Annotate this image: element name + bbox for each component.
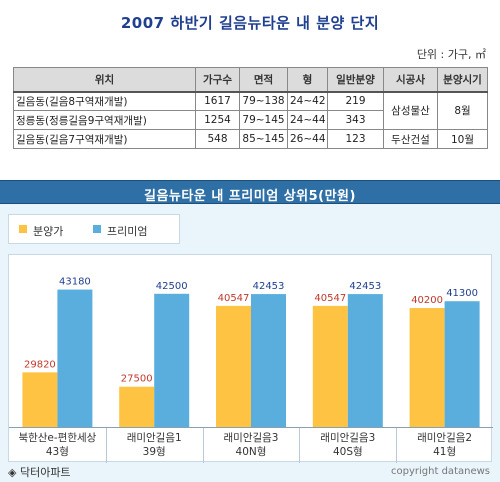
bar-sale-price: [22, 372, 58, 427]
cell-area: 79~138: [239, 90, 288, 111]
bar-sale-price: [216, 305, 251, 427]
bar-sale-price: [119, 386, 155, 427]
page-title: 2007 하반기 길음뉴타운 내 분양 단지: [120, 14, 380, 32]
data-label-sale-price: 27500: [121, 374, 153, 385]
data-label-premium: 42453: [349, 281, 381, 292]
bar-premium: [251, 294, 286, 427]
unit-note: 단위 : 가구, ㎡: [416, 48, 486, 61]
legend-label-premium: 프리미엄: [107, 225, 148, 238]
bar-sale-price: [312, 305, 348, 427]
cell-sale-timing: 8월: [437, 90, 488, 130]
complex-table: 위치 가구수 면적 형 일반분양 시공사 분양시기 길음동(길음8구역재개발) …: [13, 67, 488, 149]
category-label: 래미안길음2: [417, 431, 472, 444]
category-label: 북한산e-편한세상: [18, 431, 96, 444]
cell-households: 548: [195, 129, 240, 149]
cell-builder: 두산건설: [383, 129, 438, 149]
cell-type: 24~44: [287, 110, 328, 130]
cell-area: 85~145: [239, 129, 288, 149]
category-sublabel: 41형: [433, 446, 456, 458]
data-label-sale-price: 29820: [24, 359, 56, 370]
bar-premium: [154, 293, 190, 427]
table-row: 정릉동(정릉길음9구역재개발) 1254 79~145 24~44 343: [13, 110, 488, 130]
cell-location: 정릉동(정릉길음9구역재개발): [13, 110, 196, 130]
legend-swatch-sale-price: [19, 225, 27, 233]
data-label-premium: 43180: [59, 277, 91, 288]
bar-chart: 29820 43180 북한산e-편한세상 43형 27500 42500 래미안길음1 39…: [9, 277, 493, 463]
col-header-general-sale: 일반분양: [327, 67, 384, 92]
cell-households: 1617: [195, 90, 240, 111]
legend-swatch-premium: [93, 225, 101, 233]
col-header-location: 위치: [13, 67, 196, 92]
chart-banner: 길음뉴타운 내 프리미엄 상위5(만원): [0, 180, 500, 204]
cell-sale-timing: 10월: [437, 129, 488, 149]
cell-general-sale: 123: [327, 129, 384, 149]
bar-sale-price: [409, 308, 445, 427]
category-label: 래미안길음3: [320, 431, 375, 444]
bar-premium: [444, 301, 480, 427]
cell-general-sale: 219: [327, 90, 384, 111]
table-row: 길음동(길음7구역재개발) 548 85~145 26~44 123 두산건설 …: [13, 129, 488, 149]
legend-label-sale-price: 분양가: [33, 225, 64, 238]
data-label-premium: 42500: [156, 281, 188, 292]
col-header-sale-timing: 분양시기: [437, 67, 488, 92]
category-sublabel: 39형: [143, 446, 166, 458]
data-label-sale-price: 40200: [411, 295, 443, 306]
category-sublabel: 40S형: [333, 446, 363, 458]
cell-builder: 삼성물산: [383, 90, 438, 130]
col-header-type: 형: [287, 67, 328, 92]
data-label-premium: 41300: [446, 288, 478, 299]
table-row: 길음동(길음8구역재개발) 1617 79~138 24~42 219 삼성물산…: [13, 90, 488, 130]
data-label-sale-price: 40547: [314, 293, 346, 304]
col-header-builder: 시공사: [383, 67, 438, 92]
col-header-area: 면적: [239, 67, 288, 92]
category-sublabel: 40N형: [236, 446, 267, 458]
category-sublabel: 43형: [46, 446, 69, 458]
cell-type: 26~44: [287, 129, 328, 149]
col-header-households: 가구수: [195, 67, 240, 92]
chart-legend: 분양가 프리미엄: [8, 214, 180, 244]
copyright-label: copyright datanews: [391, 466, 490, 477]
cell-general-sale: 343: [327, 110, 384, 130]
plot-area: 29820 43180 북한산e-편한세상 43형 27500 42500 래미안길음1 39…: [8, 254, 493, 463]
data-label-sale-price: 40547: [218, 293, 250, 304]
bar-premium: [57, 289, 93, 427]
cell-location: 길음동(길음7구역재개발): [13, 129, 196, 149]
category-label: 래미안길음1: [127, 431, 182, 444]
cell-area: 79~145: [239, 110, 288, 130]
cell-households: 1254: [195, 110, 240, 130]
cell-location: 길음동(길음8구역재개발): [13, 90, 196, 111]
bar-premium: [347, 294, 383, 427]
cell-type: 24~42: [287, 90, 328, 111]
chart-title: 길음뉴타운 내 프리미엄 상위5(만원): [144, 189, 356, 204]
data-label-premium: 42453: [253, 281, 285, 292]
category-label: 래미안길음3: [224, 431, 279, 444]
table-header-row: 위치 가구수 면적 형 일반분양 시공사 분양시기: [13, 67, 488, 92]
source-label: ◈ 닥터아파트: [8, 466, 71, 479]
